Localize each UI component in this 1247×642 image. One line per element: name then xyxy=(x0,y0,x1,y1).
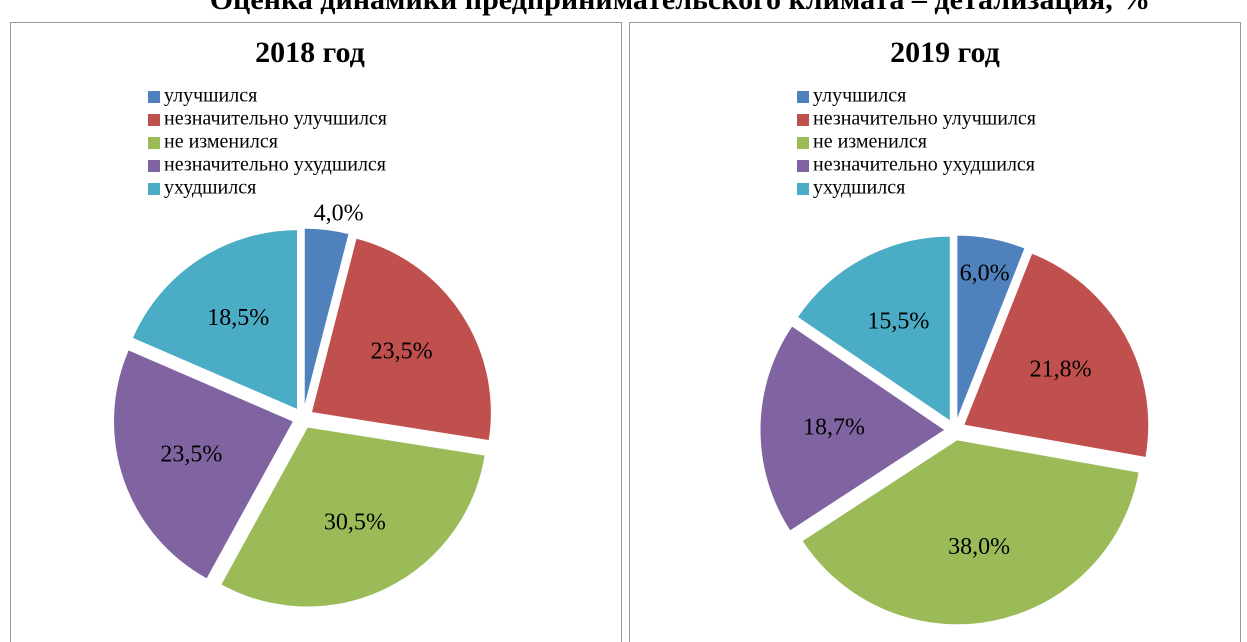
pie-slice xyxy=(303,227,350,409)
legend-label: улучшился xyxy=(813,85,906,107)
legend-label: незначительно ухудшился xyxy=(164,154,386,176)
data-label: 23,5% xyxy=(160,442,222,468)
pie-slice xyxy=(796,235,951,423)
legend-swatch xyxy=(797,91,809,103)
legend-swatch xyxy=(797,114,809,126)
panel-frame xyxy=(10,22,622,642)
pie-slice xyxy=(131,229,299,411)
legend-swatch xyxy=(797,183,809,195)
legend-swatch xyxy=(797,160,809,172)
legend-label: незначительно ухудшился xyxy=(813,154,1035,176)
data-label: 15,5% xyxy=(867,309,929,335)
pie-slice xyxy=(220,426,486,608)
chart-title: 2019 год xyxy=(890,36,1000,69)
legend-label: улучшился xyxy=(164,85,257,107)
legend-swatch xyxy=(148,160,160,172)
data-label: 4,0% xyxy=(314,201,364,227)
legend-label: незначительно улучшился xyxy=(813,108,1036,130)
pie-slice xyxy=(956,234,1026,421)
pie-slice xyxy=(310,237,492,442)
pie-slice xyxy=(963,252,1150,459)
legend-swatch xyxy=(148,137,160,149)
chart-title: 2018 год xyxy=(255,36,365,69)
data-label: 21,8% xyxy=(1030,357,1092,383)
page-title: Оценка динамики предпринимательского кли… xyxy=(210,0,1151,16)
legend-swatch xyxy=(797,137,809,149)
legend-label: не изменился xyxy=(813,131,927,153)
data-label: 30,5% xyxy=(324,509,386,535)
legend-label: ухудшился xyxy=(813,177,905,199)
pie-slice xyxy=(759,325,946,532)
legend-label: не изменился xyxy=(164,131,278,153)
pie-slice xyxy=(113,349,295,580)
data-label: 18,5% xyxy=(207,305,269,331)
legend-swatch xyxy=(148,114,160,126)
legend-label: незначительно улучшился xyxy=(164,108,387,130)
legend-label: ухудшился xyxy=(164,177,256,199)
pie-slice xyxy=(801,439,1140,626)
data-label: 23,5% xyxy=(371,339,433,365)
panel-frame xyxy=(629,22,1241,642)
legend-swatch xyxy=(148,183,160,195)
data-label: 38,0% xyxy=(948,534,1010,560)
legend-swatch xyxy=(148,91,160,103)
data-label: 6,0% xyxy=(960,260,1010,286)
data-label: 18,7% xyxy=(803,414,865,440)
